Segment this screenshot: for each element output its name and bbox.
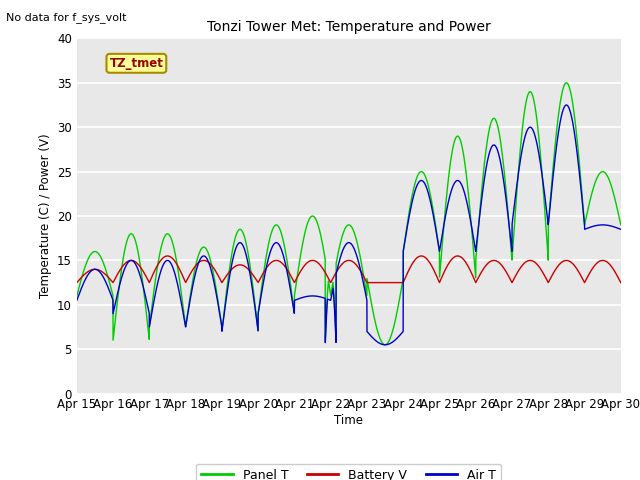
Text: No data for f_sys_volt: No data for f_sys_volt	[6, 12, 127, 23]
Legend: Panel T, Battery V, Air T: Panel T, Battery V, Air T	[196, 464, 501, 480]
X-axis label: Time: Time	[334, 414, 364, 427]
Text: TZ_tmet: TZ_tmet	[109, 57, 163, 70]
Y-axis label: Temperature (C) / Power (V): Temperature (C) / Power (V)	[38, 134, 51, 298]
Title: Tonzi Tower Met: Temperature and Power: Tonzi Tower Met: Temperature and Power	[207, 21, 491, 35]
